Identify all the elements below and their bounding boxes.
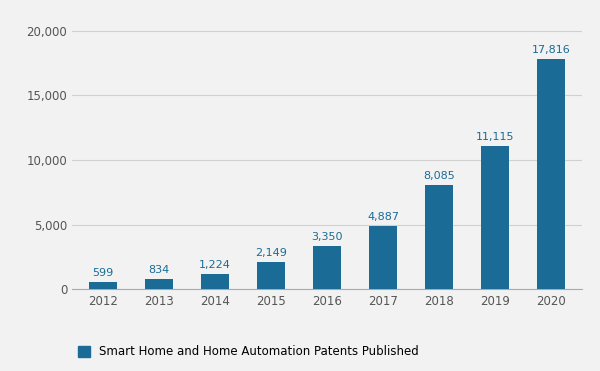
- Bar: [537, 59, 565, 289]
- Text: 834: 834: [148, 265, 169, 275]
- Bar: [313, 246, 341, 289]
- Bar: [89, 282, 117, 289]
- Text: 1,224: 1,224: [199, 260, 231, 270]
- Text: 8,085: 8,085: [423, 171, 455, 181]
- Text: 11,115: 11,115: [476, 132, 514, 142]
- Text: 3,350: 3,350: [311, 232, 343, 242]
- Bar: [145, 279, 173, 289]
- Text: 4,887: 4,887: [367, 212, 399, 222]
- Text: 2,149: 2,149: [255, 248, 287, 258]
- Text: 599: 599: [92, 268, 113, 278]
- Bar: [257, 262, 285, 289]
- Legend: Smart Home and Home Automation Patents Published: Smart Home and Home Automation Patents P…: [78, 345, 419, 358]
- Bar: [481, 145, 509, 289]
- Bar: [369, 226, 397, 289]
- Bar: [425, 185, 453, 289]
- Text: 17,816: 17,816: [532, 45, 571, 55]
- Bar: [201, 273, 229, 289]
